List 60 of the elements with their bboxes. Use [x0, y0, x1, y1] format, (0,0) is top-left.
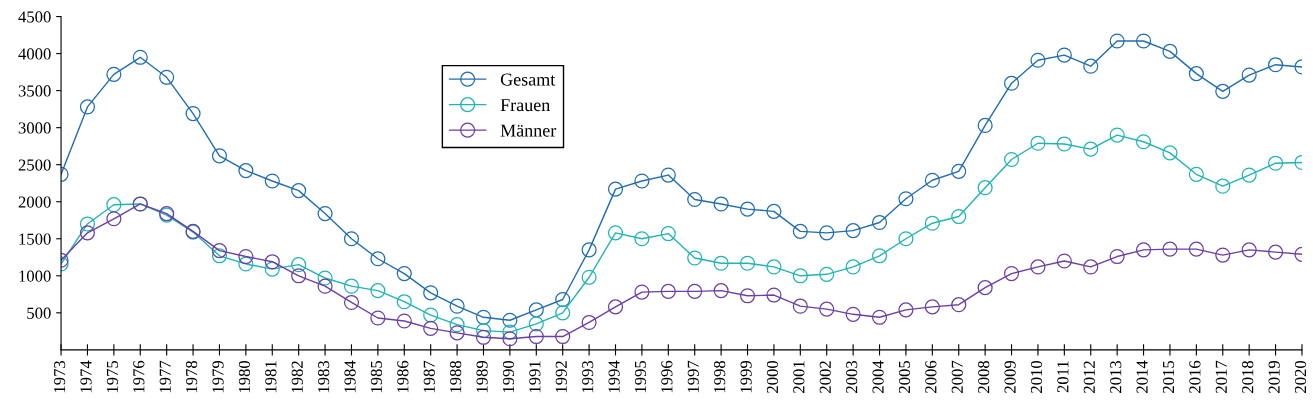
- x-tick-label: 2006: [925, 360, 937, 393]
- x-tick-label: 2003: [846, 360, 858, 393]
- y-tick-label: 4000: [18, 48, 51, 60]
- x-tick-label: 1994: [608, 360, 620, 393]
- x-tick-label: 1990: [502, 360, 515, 393]
- x-tick-label: 2014: [1136, 360, 1148, 393]
- x-tick-label: 2010: [1030, 360, 1043, 393]
- x-tick-label: 2007: [951, 360, 963, 393]
- x-tick-label: 2000: [766, 360, 779, 393]
- x-tick-label: 2011: [1057, 361, 1069, 393]
- legend-label: Frauen: [500, 99, 550, 112]
- x-tick-label: 1979: [212, 360, 224, 393]
- x-tick-label: 2008: [978, 360, 990, 393]
- y-tick-label: 3500: [18, 85, 51, 97]
- x-tick-label: 1998: [714, 360, 726, 393]
- x-tick-label: 2017: [1215, 360, 1227, 393]
- y-tick-label: 2500: [18, 159, 51, 171]
- x-tick-label: 2001: [793, 361, 805, 393]
- x-tick-label: 1978: [185, 360, 198, 393]
- x-tick-label: 2004: [872, 360, 884, 393]
- x-tick-label: 1995: [634, 360, 647, 393]
- y-tick-label: 1000: [19, 270, 51, 282]
- x-tick-label: 2019: [1268, 360, 1280, 393]
- x-tick-label: 1982: [291, 361, 303, 393]
- x-tick-label: 1987: [423, 360, 435, 393]
- x-tick-label: 1984: [344, 360, 356, 393]
- x-tick-label: 2020: [1294, 360, 1307, 393]
- x-tick-label: 1991: [529, 361, 541, 393]
- x-tick-label: 2005: [898, 360, 911, 393]
- x-tick-label: 2012: [1083, 361, 1095, 393]
- legend-label: Männer: [500, 124, 557, 137]
- x-tick-label: 2015: [1162, 360, 1175, 393]
- x-tick-label: 1973: [54, 360, 66, 393]
- y-tick-label: 500: [27, 307, 51, 319]
- x-tick-label: 1980: [238, 360, 251, 393]
- y-tick-label: 1500: [19, 233, 51, 245]
- x-tick-label: 1989: [476, 360, 488, 393]
- x-tick-label: 2002: [819, 361, 831, 393]
- y-tick-label: 3000: [18, 122, 51, 134]
- x-tick-label: 1993: [582, 360, 594, 393]
- x-tick-label: 1997: [687, 360, 699, 393]
- x-tick-label: 1988: [450, 360, 462, 393]
- x-tick-label: 1976: [133, 360, 145, 393]
- x-tick-label: 2013: [1110, 360, 1122, 393]
- x-tick-label: 1977: [159, 360, 171, 393]
- x-tick-label: 1986: [397, 360, 409, 393]
- x-tick-label: 1974: [80, 360, 92, 393]
- y-tick-label: 4500: [18, 11, 51, 23]
- y-tick-label: 2000: [18, 196, 51, 208]
- x-tick-label: 1996: [661, 360, 673, 393]
- x-tick-label: 2016: [1189, 360, 1201, 393]
- x-tick-label: 1975: [106, 360, 119, 393]
- x-tick-label: 2009: [1004, 360, 1016, 393]
- x-tick-label: 1985: [370, 360, 383, 393]
- x-tick-label: 1992: [555, 361, 567, 393]
- x-tick-label: 1983: [318, 360, 330, 393]
- x-tick-label: 1999: [740, 360, 752, 393]
- x-tick-label: 2018: [1242, 360, 1254, 393]
- x-tick-label: 1981: [265, 361, 277, 393]
- legend-label: Gesamt: [500, 73, 556, 86]
